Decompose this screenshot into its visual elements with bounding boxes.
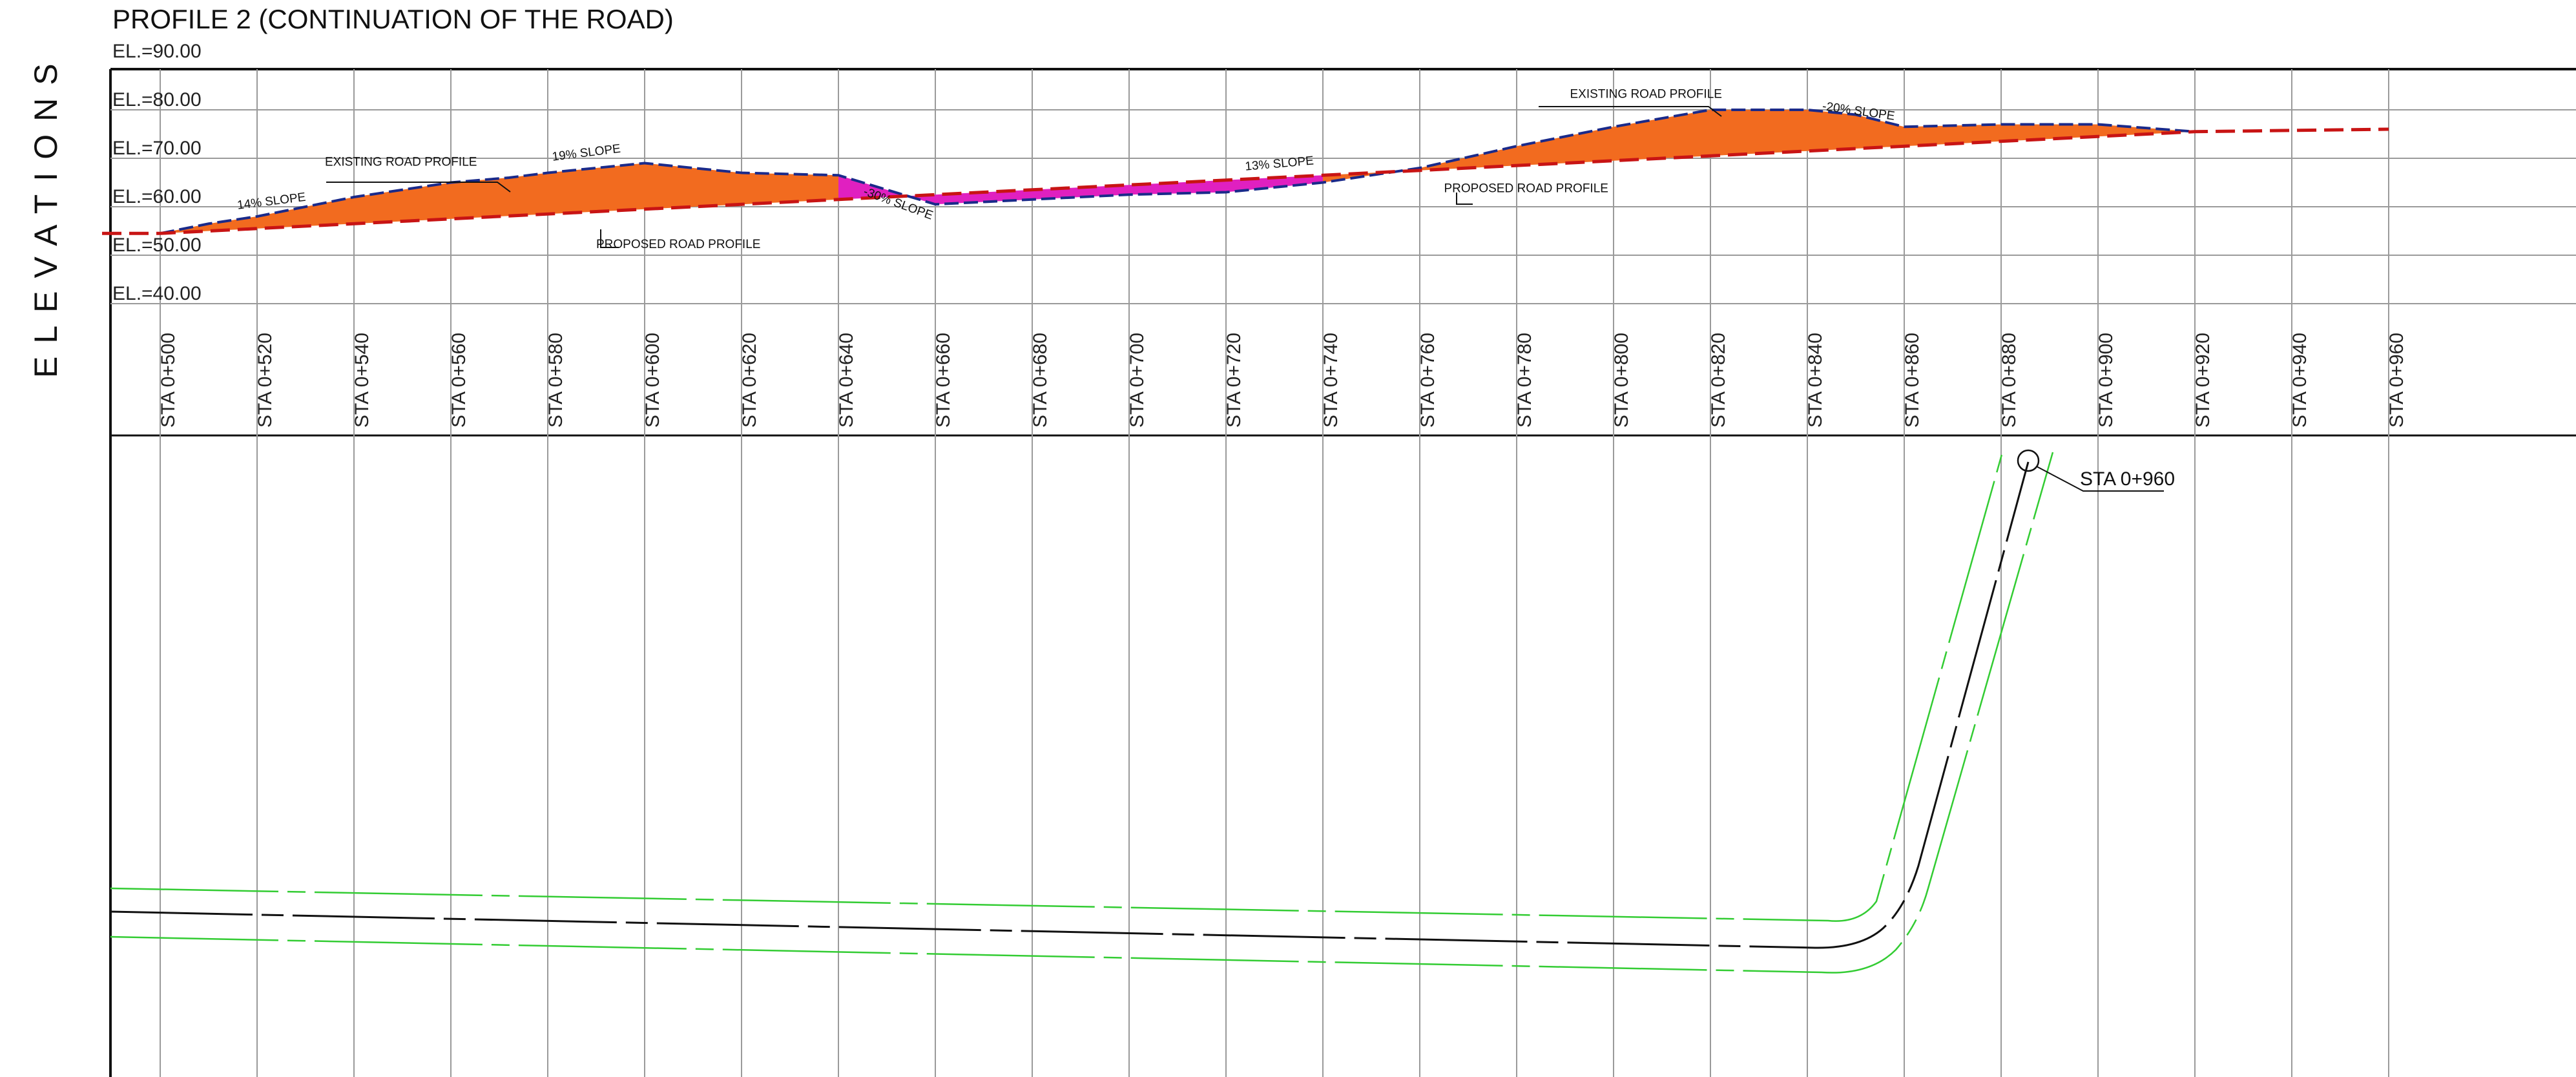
station-label: STA 0+560 xyxy=(448,333,470,428)
drawing-title: PROFILE 2 (CONTINUATION OF THE ROAD) xyxy=(112,4,674,34)
elevation-label: EL.=40.00 xyxy=(112,283,202,304)
existing-profile-leader-left xyxy=(326,182,511,193)
station-label: STA 0+960 xyxy=(2386,333,2407,428)
elevation-label: EL.=70.00 xyxy=(112,138,202,159)
profile-annotation-4: -30% SLOPE xyxy=(862,185,935,222)
elevation-label: EL.=80.00 xyxy=(112,89,202,110)
profile-annotation-3: PROPOSED ROAD PROFILE xyxy=(596,238,760,251)
proposed-profile-leader-right xyxy=(1456,193,1473,205)
elevation-labels: EL.=90.00 EL.=80.00 EL.=70.00 EL.=60.00 EL.=… xyxy=(112,41,202,304)
station-label: STA 0+520 xyxy=(254,333,276,428)
existing-profile-leader-right xyxy=(1539,106,1722,117)
cut-area-2 xyxy=(1323,110,2195,183)
station-label: STA 0+580 xyxy=(545,333,566,428)
profile-annotation-7: EXISTING ROAD PROFILE xyxy=(1570,87,1722,101)
profile-annotation-6: PROPOSED ROAD PROFILE xyxy=(1444,182,1608,196)
station-label: STA 0+760 xyxy=(1417,333,1439,428)
station-labels: STA 0+500 STA 0+520 STA 0+540 STA 0+560 STA … xyxy=(158,333,2407,428)
station-label: STA 0+780 xyxy=(1514,333,1535,428)
station-label: STA 0+720 xyxy=(1223,333,1245,428)
cut-area-0 xyxy=(160,163,838,234)
station-label: STA 0+880 xyxy=(1999,333,2020,428)
profile-annotation-5: 13% SLOPE xyxy=(1245,154,1314,174)
station-label: STA 0+920 xyxy=(2192,333,2214,428)
proposed-road-profile-line xyxy=(102,127,2389,235)
elevation-label: EL.=60.00 xyxy=(112,186,202,207)
station-label: STA 0+640 xyxy=(836,333,857,428)
road-edge-upper xyxy=(110,452,2004,922)
cut-fill-shading xyxy=(160,110,2195,234)
station-label: STA 0+820 xyxy=(1708,333,1729,428)
station-end-marker xyxy=(2017,449,2040,472)
station-label: STA 0+620 xyxy=(739,333,760,428)
elevations-side-label: ELEVATIONS xyxy=(28,50,64,378)
profile-annotation-1: EXISTING ROAD PROFILE xyxy=(325,155,477,169)
station-label: STA 0+860 xyxy=(1902,333,1923,428)
plan-view: STA 0+960 xyxy=(110,449,2175,974)
station-label: STA 0+900 xyxy=(2095,333,2117,428)
proposed-profile-leader-left xyxy=(600,229,619,248)
annotation-leaders xyxy=(326,106,1722,248)
profile-annotation-2: 19% SLOPE xyxy=(552,142,621,164)
station-label: STA 0+680 xyxy=(1030,333,1051,428)
station-label: STA 0+660 xyxy=(933,333,954,428)
elevation-grid-lines xyxy=(110,109,2576,304)
station-label: STA 0+600 xyxy=(642,333,663,428)
station-grid-lines xyxy=(160,69,2389,1077)
station-label: STA 0+940 xyxy=(2289,333,2311,428)
elevation-label: EL.=50.00 xyxy=(112,235,202,256)
station-callout-label: STA 0+960 xyxy=(2080,468,2175,490)
station-label: STA 0+740 xyxy=(1320,333,1342,428)
station-label: STA 0+800 xyxy=(1611,333,1632,428)
station-callout-leader xyxy=(2036,466,2164,492)
station-label: STA 0+700 xyxy=(1127,333,1148,428)
station-label: STA 0+500 xyxy=(158,333,179,428)
road-edge-lower xyxy=(110,452,2054,974)
road-centerline xyxy=(110,461,2030,949)
station-label: STA 0+840 xyxy=(1805,333,1826,428)
station-label: STA 0+540 xyxy=(351,333,373,428)
elevation-label: EL.=90.00 xyxy=(112,41,202,62)
